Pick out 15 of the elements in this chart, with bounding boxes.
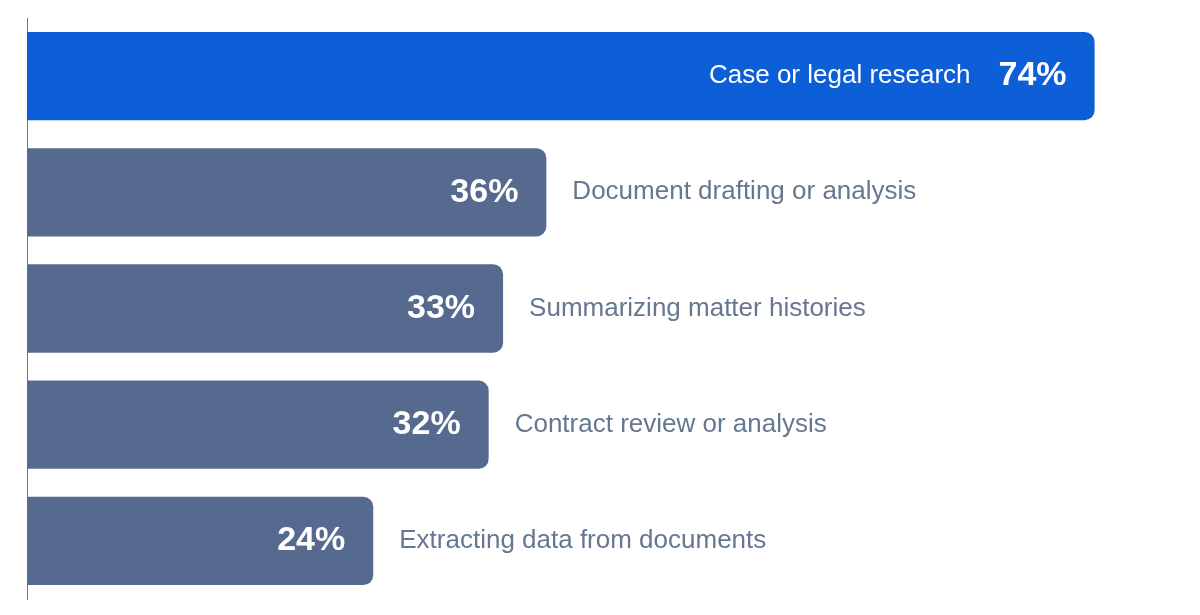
data-label: 36% (450, 170, 519, 209)
data-label: 24% (277, 519, 346, 558)
bar (27, 148, 547, 237)
bar (27, 496, 374, 586)
data-label: 33% (407, 286, 476, 325)
bar (27, 264, 504, 353)
y-tick-label: Document drafting or analysis (572, 175, 917, 206)
bar (27, 380, 489, 469)
y-tick-label: Extracting data from documents (399, 524, 767, 555)
data-label: 74% (998, 54, 1067, 93)
y-tick-label: Contract review or analysis (514, 407, 827, 438)
y-tick-label: Summarizing matter histories (529, 291, 866, 322)
data-label: 32% (392, 403, 461, 442)
y-tick-label: Case or legal research (708, 59, 971, 90)
bar (27, 31, 1095, 121)
